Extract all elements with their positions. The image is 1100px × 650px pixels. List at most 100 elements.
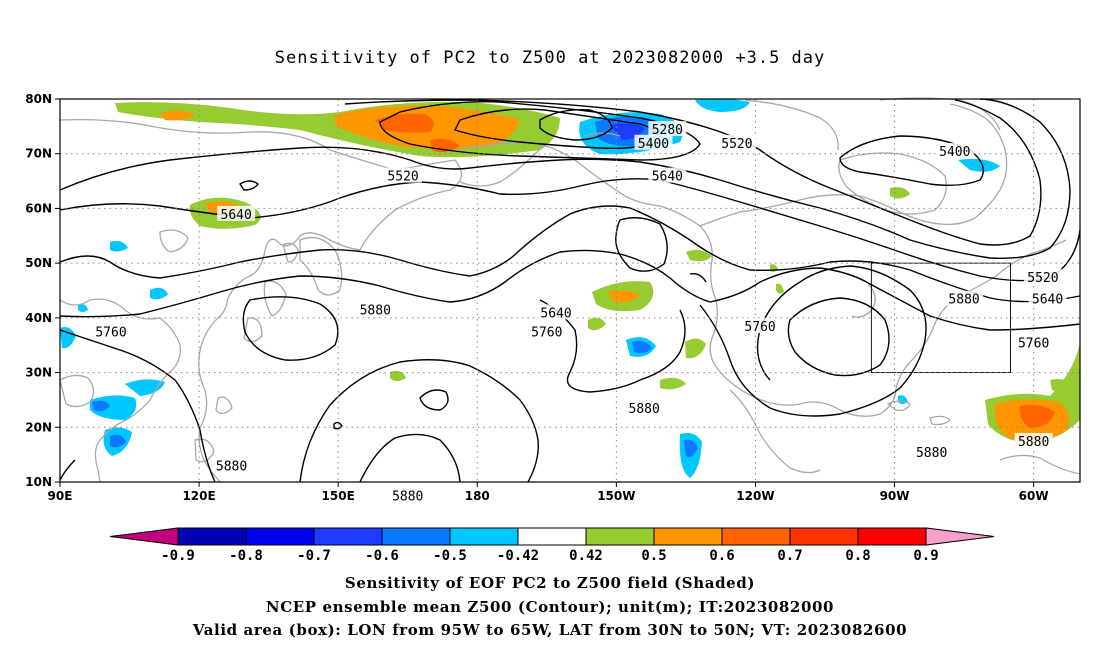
contour-label-bg <box>741 318 780 334</box>
contour-label-bg <box>537 304 576 320</box>
contour-label-bg <box>527 323 566 339</box>
contour-label: 5640 <box>652 170 683 185</box>
contour-label: 5640 <box>1032 293 1063 308</box>
x-tick-label: 150E <box>322 489 355 503</box>
contour-label: 5880 <box>948 293 979 308</box>
positive-region <box>776 283 784 294</box>
y-tick-label: 50N <box>25 256 52 270</box>
colorbar-bin <box>517 527 587 546</box>
negative-region <box>150 287 168 300</box>
colorbar-tick-label: -0.6 <box>365 548 399 564</box>
contour-label: 5880 <box>916 446 947 461</box>
negative-region <box>695 98 750 112</box>
x-axis-ticks: 90E 120E 150E 180 150W 120W 90W 60W <box>48 482 1049 503</box>
negative-region <box>60 327 76 349</box>
colorbar-extend-low <box>109 527 179 546</box>
colorbar-bin <box>721 527 791 546</box>
positive-region <box>1019 404 1055 428</box>
colorbar-tick-label: 0.7 <box>777 548 802 564</box>
contour-label: 5880 <box>629 402 660 417</box>
contour-label-bg <box>1014 334 1053 350</box>
y-tick-label: 80N <box>25 92 52 106</box>
colorbar-tick-label: 0.42 <box>569 548 603 564</box>
caption-valid-area: Valid area (box): LON from 95W to 65W, L… <box>192 621 908 639</box>
contour-label: 5280 <box>652 123 683 138</box>
negative-region <box>958 158 1000 172</box>
contour-label-bg <box>648 167 687 183</box>
colorbar-bin <box>653 527 723 546</box>
x-tick-label: 90E <box>48 489 73 503</box>
colorbar-extend-high <box>925 527 995 546</box>
contour-label-bg <box>1023 268 1062 284</box>
contour-label-bg <box>1028 290 1067 306</box>
negative-region <box>110 240 128 252</box>
positive-region <box>608 290 640 303</box>
colorbar-tick-label: 0.5 <box>641 548 666 564</box>
contour-label: 5400 <box>939 145 970 160</box>
x-tick-label: 120E <box>182 489 215 503</box>
negative-region <box>92 400 110 412</box>
colorbar-tick-label: -0.9 <box>161 548 195 564</box>
colorbar-bin <box>789 527 859 546</box>
contour-label: 5640 <box>221 208 252 223</box>
positive-region <box>686 249 712 262</box>
contour-label: 5760 <box>95 326 126 341</box>
contour-label: 5520 <box>1027 271 1058 286</box>
colorbar-bin <box>245 527 315 546</box>
x-tick-label: 90W <box>880 489 910 503</box>
positive-region <box>685 338 706 359</box>
caption-contour: NCEP ensemble mean Z500 (Contour); unit(… <box>265 598 835 616</box>
colorbar-bin <box>449 527 519 546</box>
colorbar-tick-label: 0.9 <box>913 548 938 564</box>
x-tick-label: 180 <box>465 489 490 503</box>
colorbar-bin <box>585 527 655 546</box>
x-tick-label: 120W <box>736 489 774 503</box>
negative-region <box>110 434 126 448</box>
positive-region <box>890 187 910 199</box>
contour-label: 5760 <box>744 320 775 335</box>
y-tick-label: 70N <box>25 147 52 161</box>
positive-region <box>160 110 195 121</box>
colorbar-tick-label: 0.8 <box>845 548 870 564</box>
y-tick-label: 20N <box>25 420 52 434</box>
contour-label-bg <box>212 457 251 473</box>
contour-label-bg <box>935 142 974 158</box>
contour-label-bg <box>388 487 427 503</box>
colorbar-tick-label: -0.8 <box>229 548 263 564</box>
x-tick-label: 60W <box>1019 489 1049 503</box>
contour-label: 5880 <box>1018 435 1049 450</box>
plot-frame <box>59 98 1081 483</box>
positive-region <box>588 317 606 331</box>
positive-region <box>660 377 686 390</box>
colorbar-bin <box>381 527 451 546</box>
contour-label-bg <box>634 134 673 150</box>
negative-region <box>684 439 698 457</box>
y-tick-label: 40N <box>25 311 52 325</box>
contour-label: 5520 <box>387 170 418 185</box>
contour-label-bg <box>1014 432 1053 448</box>
grid-lines <box>60 99 1080 482</box>
contour-label: 5880 <box>392 490 423 505</box>
colorbar-tick-label: -0.42 <box>497 548 539 564</box>
positive-region <box>390 370 406 381</box>
colorbar-tick-label: -0.5 <box>433 548 467 564</box>
contour-label: 5760 <box>1018 336 1049 351</box>
colorbar-tick-label: -0.7 <box>297 548 331 564</box>
contour-label-bg <box>648 121 687 137</box>
contour-label-bg <box>217 205 256 221</box>
contour-label: 5640 <box>540 306 571 321</box>
contour-label: 5400 <box>638 137 669 152</box>
contour-label: 5880 <box>216 460 247 475</box>
positive-region <box>1050 379 1074 392</box>
contour-label-bg <box>912 443 951 459</box>
negative-region <box>78 304 88 312</box>
contour-label-bg <box>625 400 664 416</box>
negative-region <box>632 340 652 354</box>
contour-label: 5520 <box>721 137 752 152</box>
y-axis-ticks: 10N 20N 30N 40N 50N 60N 70N 80N <box>25 92 60 489</box>
contour-label-bg <box>945 290 984 306</box>
positive-region <box>375 113 434 133</box>
